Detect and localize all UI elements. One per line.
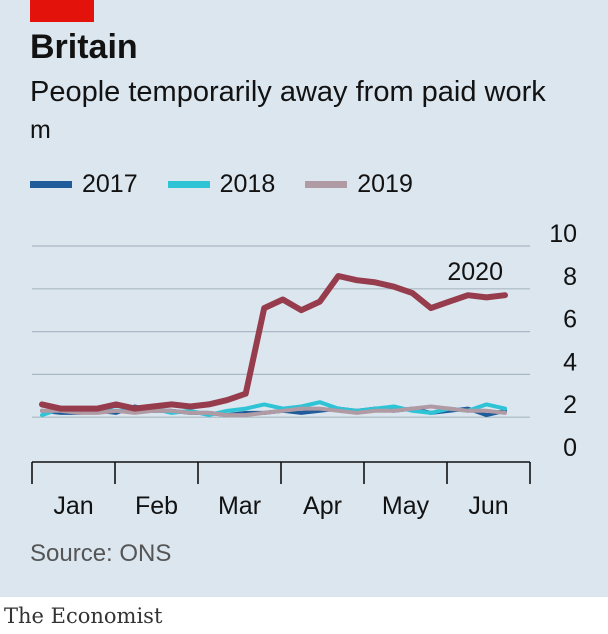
series-line-2019 xyxy=(40,404,507,418)
legend: 2017 2018 2019 xyxy=(30,166,443,202)
chart-panel: Britain People temporarily away from pai… xyxy=(0,0,608,597)
legend-item-2017: 2017 xyxy=(30,170,138,199)
y-tick-label: 4 xyxy=(563,348,577,376)
legend-swatch-2018 xyxy=(167,180,210,188)
brand-accent-tag xyxy=(30,0,94,22)
legend-item-2018: 2018 xyxy=(167,169,276,199)
legend-swatch-2019 xyxy=(305,180,348,188)
y-tick-label: 6 xyxy=(563,306,577,334)
chart-subtitle: People temporarily away from paid work xyxy=(30,76,546,108)
plot-area: 0 2 4 6 8 10 Jan Feb Mar Apr May Jun 2020 xyxy=(31,220,577,520)
legend-label-2019: 2019 xyxy=(357,169,413,198)
x-tick-label: Mar xyxy=(218,492,261,520)
x-tick-label: Feb xyxy=(135,492,178,520)
series-line-2020 xyxy=(39,273,508,412)
gridlines xyxy=(32,245,530,418)
x-tick-label: Apr xyxy=(303,492,342,520)
x-axis: Jan Feb Mar Apr May Jun xyxy=(31,461,531,520)
y-tick-label: 0 xyxy=(563,434,577,462)
source-note: Source: ONS xyxy=(30,540,172,567)
legend-swatch-2017 xyxy=(30,180,72,188)
legend-label-2018: 2018 xyxy=(219,169,276,198)
y-tick-label: 10 xyxy=(549,220,577,248)
series-label-2020: 2020 xyxy=(447,258,503,286)
publisher-name: The Economist xyxy=(4,604,163,628)
legend-item-2019: 2019 xyxy=(305,170,413,199)
y-tick-label: 8 xyxy=(563,263,577,291)
x-tick-label: Jun xyxy=(468,492,508,520)
x-tick-label: Jan xyxy=(53,492,93,520)
chart-title: Britain xyxy=(30,28,138,66)
series-lines xyxy=(39,273,508,418)
x-tick-label: May xyxy=(382,492,430,520)
unit-label: m xyxy=(30,116,51,144)
legend-label-2017: 2017 xyxy=(82,169,138,198)
y-tick-label: 2 xyxy=(563,391,577,419)
y-axis-tick-labels: 0 2 4 6 8 10 xyxy=(549,220,577,462)
